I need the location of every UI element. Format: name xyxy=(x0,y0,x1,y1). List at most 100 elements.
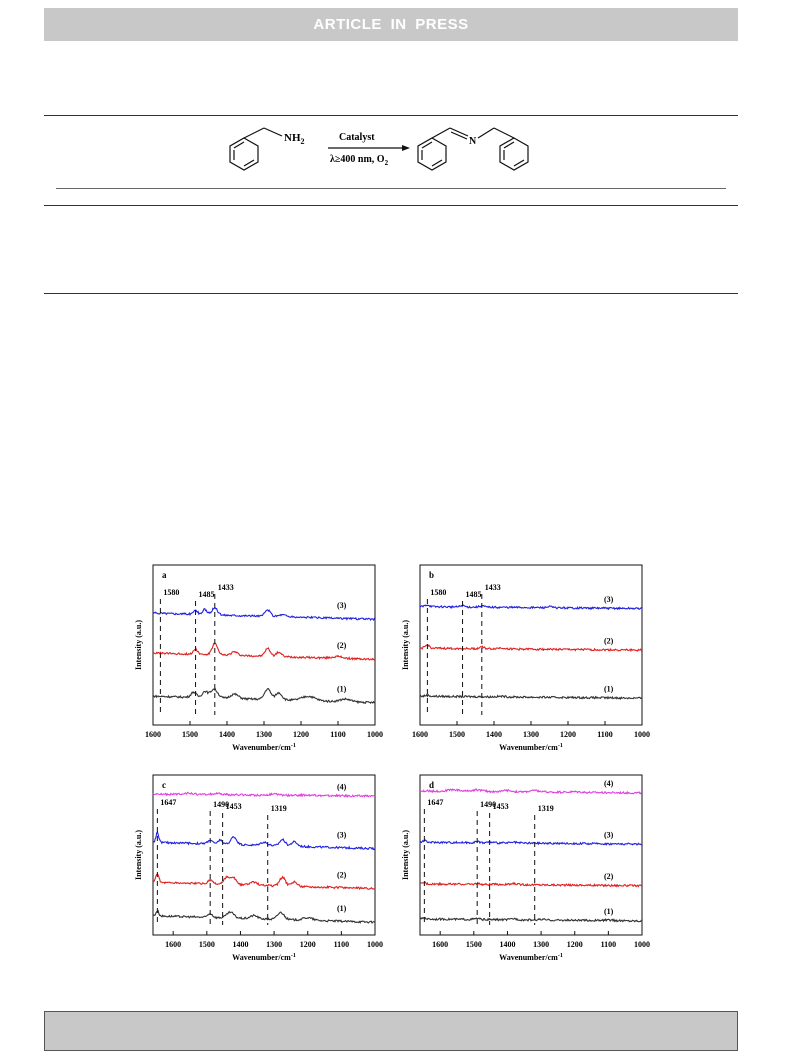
peak-label: 1453 xyxy=(493,802,509,811)
benzylamine-structure xyxy=(229,127,283,171)
peak-label: 1453 xyxy=(226,802,242,811)
series-label: (1) xyxy=(604,684,614,693)
x-tick-label: 1200 xyxy=(293,730,309,739)
panel-d: 1600 1500 1400 1300 1200 1100 1000 Wavenumber/c… xyxy=(401,774,650,962)
peak-label: 1485 xyxy=(466,590,482,599)
panel-label: c xyxy=(162,780,166,790)
x-tick-label: 1300 xyxy=(256,730,272,739)
y-axis-label: Intensity (a.u.) xyxy=(134,830,143,880)
peak-label: 1580 xyxy=(163,588,179,597)
peak-label: 1485 xyxy=(199,590,215,599)
series-line-2 xyxy=(419,881,643,888)
x-tick-label: 1300 xyxy=(533,940,549,949)
y-axis-label: Intensity (a.u.) xyxy=(134,620,143,670)
series-line-2 xyxy=(152,872,376,890)
series-line-3 xyxy=(152,830,376,851)
amine-group-label: NH2 xyxy=(284,132,305,146)
panel-frame xyxy=(419,774,643,936)
peak-label: 1490 xyxy=(480,800,496,809)
panel-label: b xyxy=(429,570,434,580)
panel-frame xyxy=(152,774,376,936)
x-tick-label: 1100 xyxy=(334,940,350,949)
series-line-1 xyxy=(419,693,643,701)
article-in-press-banner: ARTICLE IN PRESS xyxy=(44,8,738,41)
x-tick-label: 1200 xyxy=(560,730,576,739)
x-axis-label: Wavenumber/cm-1 xyxy=(499,953,563,962)
panel-a: 1600 1500 1400 1300 1200 1100 1000 Wavenumber/c… xyxy=(134,564,383,752)
table-top-rule xyxy=(44,115,738,116)
series-label: (1) xyxy=(337,904,347,913)
x-tick-label: 1500 xyxy=(199,940,215,949)
x-tick-label: 1500 xyxy=(449,730,465,739)
x-tick-label: 1500 xyxy=(466,940,482,949)
series-line-2 xyxy=(152,642,376,661)
series-label: (2) xyxy=(604,872,614,881)
series-line-3 xyxy=(420,603,643,611)
x-tick-label: 1500 xyxy=(182,730,198,739)
scheme-bottom-rule xyxy=(56,188,726,189)
series-line-2 xyxy=(419,644,643,653)
series-line-4 xyxy=(419,788,642,795)
x-axis-label: Wavenumber/cm-1 xyxy=(232,743,296,752)
peak-label: 1580 xyxy=(430,588,446,597)
series-label: (2) xyxy=(337,870,347,879)
series-line-3 xyxy=(419,839,643,846)
series-label: (3) xyxy=(604,595,614,604)
series-label: (2) xyxy=(337,641,347,650)
series-line-1 xyxy=(152,687,376,705)
x-tick-label: 1600 xyxy=(432,940,448,949)
x-tick-label: 1400 xyxy=(219,730,235,739)
series-label: (3) xyxy=(337,601,347,610)
x-tick-label: 1200 xyxy=(567,940,583,949)
series-line-3 xyxy=(152,607,376,622)
footer-gray-box xyxy=(44,1011,738,1051)
series-label: (3) xyxy=(337,830,347,839)
x-tick-label: 1000 xyxy=(634,940,650,949)
catalyst-label: Catalyst xyxy=(339,132,375,143)
x-tick-label: 1300 xyxy=(266,940,282,949)
peak-label: 1490 xyxy=(213,800,229,809)
y-axis-label: Intensity (a.u.) xyxy=(401,620,410,670)
x-tick-label: 1200 xyxy=(300,940,316,949)
series-label: (2) xyxy=(604,636,614,645)
panel-label: a xyxy=(162,570,167,580)
series-label: (1) xyxy=(337,684,347,693)
peak-label: 1319 xyxy=(538,804,554,813)
series-label: (4) xyxy=(604,779,614,788)
conditions-label: λ≥400 nm, O2 xyxy=(330,154,389,167)
x-tick-label: 1100 xyxy=(597,730,613,739)
series-line-1 xyxy=(419,916,643,923)
panel-c: 1600 1500 1400 1300 1200 1100 1000 Wavenumber/c… xyxy=(134,774,383,962)
x-tick-label: 1400 xyxy=(232,940,248,949)
x-tick-label: 1600 xyxy=(165,940,181,949)
x-tick-label: 1600 xyxy=(145,730,161,739)
panel-label: d xyxy=(429,780,434,790)
x-tick-label: 1100 xyxy=(601,940,617,949)
imine-product-structure xyxy=(417,127,529,171)
reaction-scheme: NH2 Catalyst λ≥400 nm, O2 N xyxy=(229,127,529,171)
series-label: (1) xyxy=(604,907,614,916)
peak-label: 1319 xyxy=(271,804,287,813)
arrow-head xyxy=(402,145,410,151)
panel-b: 1600 1500 1400 1300 1200 1100 1000 Wavenumber/c… xyxy=(401,564,650,752)
x-tick-label: 1000 xyxy=(634,730,650,739)
x-tick-label: 1400 xyxy=(486,730,502,739)
x-tick-label: 1000 xyxy=(367,730,383,739)
table-header-rule xyxy=(44,205,738,206)
x-tick-label: 1600 xyxy=(412,730,428,739)
x-tick-label: 1300 xyxy=(523,730,539,739)
peak-label: 1433 xyxy=(485,583,501,592)
y-axis-label: Intensity (a.u.) xyxy=(401,830,410,880)
series-label: (3) xyxy=(604,830,614,839)
x-tick-label: 1000 xyxy=(367,940,383,949)
imine-nitrogen-label: N xyxy=(469,136,477,147)
x-tick-label: 1100 xyxy=(330,730,346,739)
table-bottom-rule xyxy=(44,293,738,294)
x-axis-label: Wavenumber/cm-1 xyxy=(499,743,563,752)
series-label: (4) xyxy=(337,782,347,791)
spectra-figure: 1600 1500 1400 1300 1200 1100 1000 Wavenumber/c… xyxy=(134,564,650,962)
x-axis-label: Wavenumber/cm-1 xyxy=(232,953,296,962)
series-line-1 xyxy=(152,909,376,925)
series-line-4 xyxy=(152,791,376,798)
peak-label: 1647 xyxy=(160,798,176,807)
